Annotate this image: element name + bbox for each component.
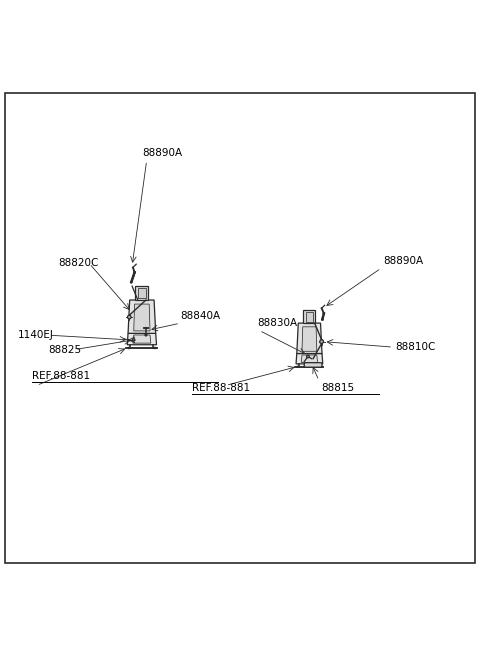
Polygon shape bbox=[134, 304, 150, 331]
Polygon shape bbox=[306, 312, 313, 321]
Polygon shape bbox=[128, 300, 156, 333]
Text: 88815: 88815 bbox=[322, 383, 355, 393]
Text: 88890A: 88890A bbox=[142, 148, 182, 158]
Circle shape bbox=[297, 366, 298, 367]
Circle shape bbox=[323, 313, 324, 314]
Circle shape bbox=[307, 355, 309, 358]
Circle shape bbox=[128, 316, 131, 319]
Text: REF.88-881: REF.88-881 bbox=[32, 371, 90, 381]
Text: 88840A: 88840A bbox=[180, 311, 220, 321]
Circle shape bbox=[134, 272, 135, 273]
Text: 88890A: 88890A bbox=[384, 256, 424, 266]
Polygon shape bbox=[133, 335, 151, 343]
Polygon shape bbox=[303, 310, 315, 323]
Circle shape bbox=[131, 281, 132, 283]
Circle shape bbox=[132, 338, 135, 341]
FancyBboxPatch shape bbox=[304, 363, 322, 367]
Text: 88830A: 88830A bbox=[257, 318, 297, 328]
Polygon shape bbox=[127, 333, 156, 345]
Polygon shape bbox=[301, 355, 318, 362]
Text: 88810C: 88810C bbox=[396, 342, 436, 352]
Polygon shape bbox=[302, 327, 317, 351]
Text: 1140EJ: 1140EJ bbox=[17, 330, 53, 340]
Circle shape bbox=[322, 319, 323, 320]
Polygon shape bbox=[138, 288, 146, 298]
Polygon shape bbox=[135, 286, 148, 300]
Text: 88825: 88825 bbox=[48, 344, 82, 354]
Polygon shape bbox=[296, 354, 323, 364]
Circle shape bbox=[320, 340, 324, 344]
Circle shape bbox=[321, 366, 322, 367]
Circle shape bbox=[145, 334, 147, 336]
Text: 88820C: 88820C bbox=[58, 258, 98, 268]
Polygon shape bbox=[297, 323, 322, 354]
Text: REF.88-881: REF.88-881 bbox=[192, 383, 250, 393]
